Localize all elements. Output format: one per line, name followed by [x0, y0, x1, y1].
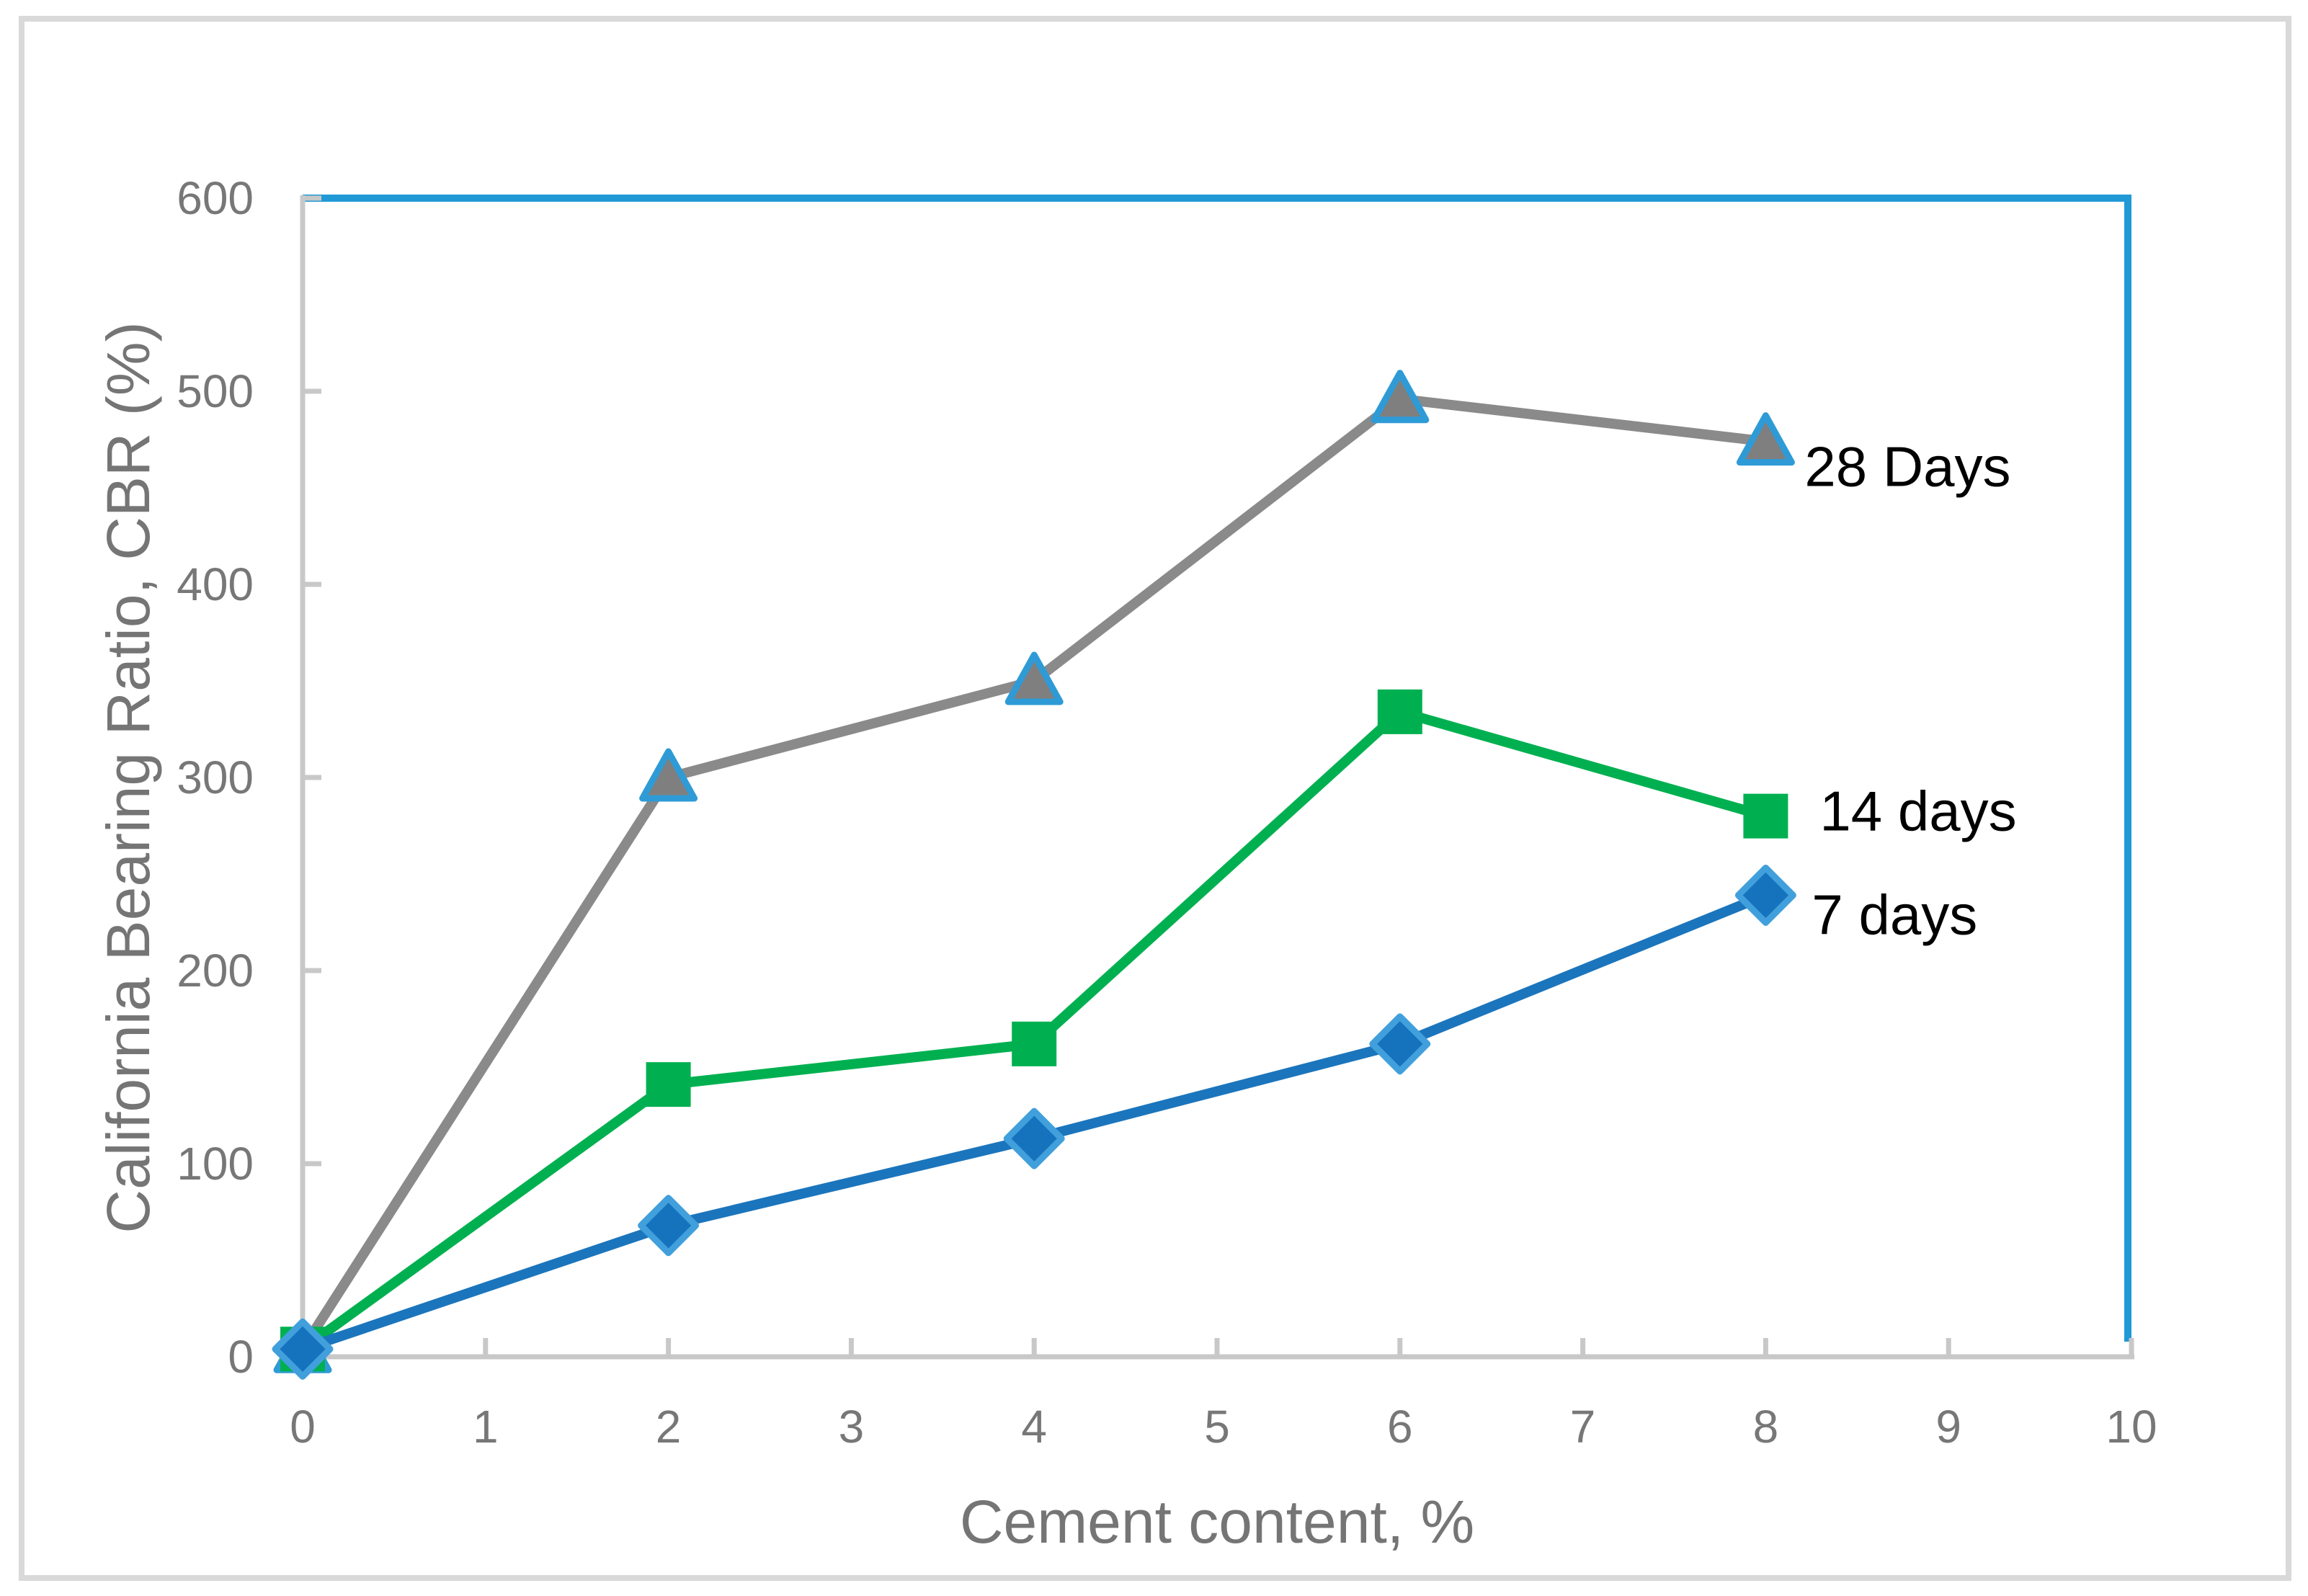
x-tick-label: 7 — [1570, 1401, 1596, 1453]
x-tick-label: 5 — [1204, 1401, 1230, 1453]
x-tick-label: 10 — [2106, 1401, 2157, 1453]
series-line — [298, 393, 1767, 1352]
triangle-marker — [1371, 370, 1430, 424]
square-marker — [1012, 1021, 1057, 1066]
y-tick-label: 600 — [177, 172, 254, 224]
y-tick-label: 400 — [177, 558, 254, 610]
triangle-marker — [639, 748, 698, 802]
square-marker — [646, 1062, 691, 1107]
y-tick-label: 100 — [177, 1138, 254, 1190]
x-tick-label: 0 — [290, 1401, 316, 1453]
x-tick-label: 6 — [1387, 1401, 1413, 1453]
x-tick-label: 8 — [1753, 1401, 1779, 1453]
x-tick-label: 9 — [1935, 1401, 1961, 1453]
y-tick-label: 200 — [177, 945, 254, 997]
diamond-marker — [1369, 1013, 1431, 1075]
y-tick-label: 300 — [177, 752, 254, 803]
axes — [297, 195, 2134, 1360]
triangle-marker — [1736, 412, 1795, 466]
diamond-marker — [638, 1195, 700, 1257]
triangle-marker — [1004, 651, 1064, 705]
plot-border — [303, 195, 2131, 1342]
y-tick-label: 500 — [177, 365, 254, 417]
square-marker — [1743, 793, 1788, 839]
series-14-days — [280, 689, 1788, 1372]
plot-border-line — [303, 195, 2131, 1342]
series-28-days — [273, 370, 1795, 1373]
x-tick-label: 2 — [656, 1401, 682, 1453]
tick-labels: 0 100 200 300 400 500 600 0 1 2 3 4 5 6 7 8 9 10 — [177, 172, 2157, 1453]
square-marker — [1377, 689, 1422, 734]
y-axis-title: California Bearing Ratio, CBR (%) — [94, 321, 162, 1233]
x-tick-label: 4 — [1021, 1401, 1047, 1453]
x-axis-title: Cement content, % — [960, 1488, 1474, 1556]
x-tick-label: 3 — [839, 1401, 865, 1453]
diamond-marker — [1734, 864, 1796, 926]
series-label-28-days: 28 Days — [1804, 435, 2010, 499]
x-tick-label: 1 — [473, 1401, 499, 1453]
series-label-14-days: 14 days — [1819, 780, 2016, 843]
series-7-days — [272, 864, 1796, 1380]
data-series — [272, 370, 1796, 1380]
diamond-marker — [272, 1318, 334, 1380]
figure-border — [19, 16, 2291, 1581]
y-tick-label: 0 — [228, 1331, 254, 1383]
diamond-marker — [1003, 1107, 1065, 1169]
series-labels: 28 Days 14 days 7 days — [1804, 435, 2016, 947]
series-label-7-days: 7 days — [1812, 883, 1977, 946]
